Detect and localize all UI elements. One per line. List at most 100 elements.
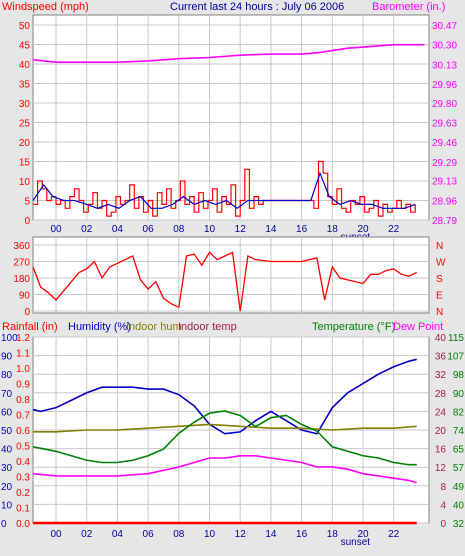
temperature-header: Temperature (°F) [312, 321, 395, 333]
barometer-tick-label: 28.79 [432, 216, 457, 227]
windspeed-tick-label: 45 [19, 41, 31, 52]
dewpoint-header: Dew Point [393, 321, 443, 333]
humidity-tick-label: 70 [1, 389, 13, 400]
p3-x-tick-label: 14 [265, 529, 277, 540]
p3-x-tick-label: 08 [173, 529, 185, 540]
indoor-temp-tick-label: 36 [435, 352, 447, 363]
p1-x-tick-label: 22 [388, 224, 400, 235]
chart-title: Current last 24 hours : July 06 2006 [170, 1, 344, 13]
p1-x-tick-label: 20 [357, 224, 369, 235]
direction-tick-label: 360 [13, 241, 30, 252]
temperature-tick-label: 90 [453, 389, 465, 400]
rainfall-tick-label: 0.8 [16, 395, 30, 406]
indoor-hum-header: Indoor hum [126, 321, 182, 333]
barometer-tick-label: 30.13 [432, 60, 457, 71]
temperature-tick-label: 82 [453, 407, 465, 418]
series-temperature-f [32, 410, 417, 466]
temperature-tick-label: 32 [453, 519, 465, 530]
rainfall-tick-label: 0.6 [16, 426, 30, 437]
compass-tick-label: W [436, 258, 446, 269]
humidity-tick-label: 10 [1, 500, 13, 511]
temperature-tick-label: 65 [453, 445, 465, 456]
humidity-tick-label: 100 [1, 333, 18, 344]
windspeed-tick-label: 25 [19, 119, 31, 130]
p3-x-tick-label: 12 [235, 529, 247, 540]
p1-x-tick-label: 06 [143, 224, 155, 235]
p3-x-tick-label: 18 [327, 529, 339, 540]
windspeed-tick-label: 0 [24, 216, 30, 227]
p3-x-tick-label: 02 [81, 529, 93, 540]
direction-tick-label: 0 [24, 307, 30, 318]
windspeed-tick-label: 40 [19, 60, 31, 71]
p1-x-tick-label: 16 [296, 224, 308, 235]
windspeed-tick-label: 15 [19, 158, 31, 169]
p1-x-tick-label: 10 [204, 224, 216, 235]
temperature-tick-label: 107 [447, 352, 464, 363]
barometer-tick-label: 29.29 [432, 158, 457, 169]
compass-tick-label: E [436, 291, 443, 302]
rainfall-tick-label: 0.7 [16, 411, 30, 422]
p3-x-tick-label: 10 [204, 529, 216, 540]
p1-x-tick-label: 14 [265, 224, 277, 235]
indoor-temp-tick-label: 32 [435, 370, 447, 381]
temperature-tick-label: 40 [453, 500, 465, 511]
indoor-temp-tick-label: 20 [435, 426, 447, 437]
p1-x-tick-label: 00 [50, 224, 62, 235]
p3-x-tick-label: 16 [296, 529, 308, 540]
rainfall-tick-label: 0.0 [16, 519, 30, 530]
p1-x-tick-label: 18 [327, 224, 339, 235]
humidity-tick-label: 0 [1, 519, 7, 530]
compass-tick-label: N [436, 307, 443, 318]
barometer-tick-label: 28.96 [432, 196, 457, 207]
windspeed-tick-label: 10 [19, 177, 31, 188]
humidity-tick-label: 60 [1, 407, 13, 418]
series-humidity [32, 358, 417, 435]
series-dew-point [32, 454, 417, 484]
barometer-tick-label: 30.47 [432, 21, 457, 32]
p3-x-tick-label: 00 [50, 529, 62, 540]
indoor-temp-tick-label: 4 [440, 500, 446, 511]
rainfall-tick-label: 0.2 [16, 488, 30, 499]
p1-x-tick-label: 02 [81, 224, 93, 235]
rainfall-tick-label: 0.9 [16, 380, 30, 391]
humidity-tick-label: 90 [1, 352, 13, 363]
windspeed-tick-label: 50 [19, 21, 31, 32]
series-windspeed-average [32, 171, 416, 210]
rainfall-tick-label: 0.4 [16, 457, 30, 468]
humidity-tick-label: 80 [1, 370, 13, 381]
indoor-temp-tick-label: 40 [435, 333, 447, 344]
direction-tick-label: 180 [13, 274, 30, 285]
barometer-tick-label: 30.30 [432, 41, 457, 52]
windspeed-tick-label: 30 [19, 99, 31, 110]
series-wind-direction [32, 251, 418, 312]
indoor-temp-tick-label: 28 [435, 389, 447, 400]
humidity-tick-label: 40 [1, 445, 13, 456]
indoor-temp-tick-label: 24 [435, 407, 447, 418]
barometer-tick-label: 29.63 [432, 119, 457, 130]
temperature-tick-label: 74 [453, 426, 465, 437]
rainfall-tick-label: 0.1 [16, 504, 30, 515]
rainfall-tick-label: 1.1 [16, 349, 30, 360]
indoor-temp-tick-label: 8 [440, 482, 446, 493]
p3-sunset-label: sunset [341, 537, 371, 548]
rainfall-tick-label: 0.5 [16, 442, 30, 453]
humidity-tick-label: 20 [1, 482, 13, 493]
p3-x-tick-label: 06 [143, 529, 155, 540]
windspeed-tick-label: 20 [19, 138, 31, 149]
p3-x-tick-label: 20 [357, 529, 369, 540]
series-barometer-in [32, 43, 425, 63]
indoor-temp-tick-label: 16 [435, 445, 447, 456]
barometer-tick-label: 29.96 [432, 80, 457, 91]
indoor-temp-tick-label: 0 [440, 519, 446, 530]
windspeed-header: Windspeed (mph) [2, 1, 89, 13]
windspeed-tick-label: 35 [19, 80, 31, 91]
p3-x-tick-label: 04 [112, 529, 124, 540]
humidity-tick-label: 50 [1, 426, 13, 437]
compass-tick-label: N [436, 241, 443, 252]
rainfall-header: Rainfall (in) [2, 321, 58, 333]
barometer-tick-label: 29.80 [432, 99, 457, 110]
temperature-tick-label: 49 [453, 482, 465, 493]
p1-x-tick-label: 12 [235, 224, 247, 235]
direction-tick-label: 270 [13, 258, 30, 269]
